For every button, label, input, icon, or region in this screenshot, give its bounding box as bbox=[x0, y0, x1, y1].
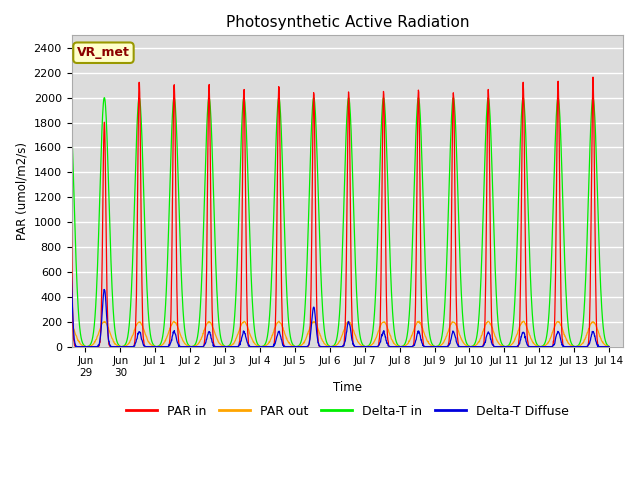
Legend: PAR in, PAR out, Delta-T in, Delta-T Diffuse: PAR in, PAR out, Delta-T in, Delta-T Dif… bbox=[121, 400, 574, 423]
Text: VR_met: VR_met bbox=[77, 46, 130, 59]
Y-axis label: PAR (umol/m2/s): PAR (umol/m2/s) bbox=[15, 142, 28, 240]
Title: Photosynthetic Active Radiation: Photosynthetic Active Radiation bbox=[225, 15, 469, 30]
X-axis label: Time: Time bbox=[333, 381, 362, 394]
